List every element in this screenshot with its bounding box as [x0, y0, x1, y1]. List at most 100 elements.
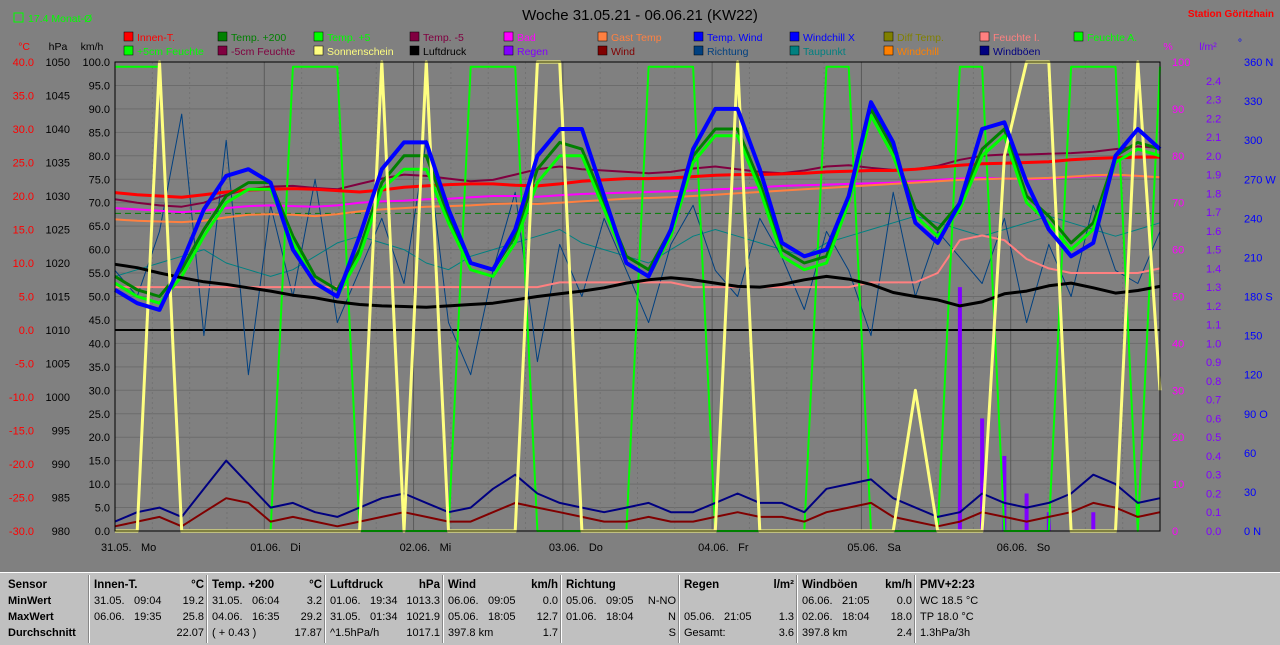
stats-row: S: [562, 627, 680, 643]
rain-bar: [957, 287, 962, 531]
stats-date: 05.06.: [566, 595, 597, 607]
stats-date: 06.06.: [448, 595, 479, 607]
lm2-tick: 1.5: [1206, 245, 1221, 257]
series-line-temp-200: [114, 107, 1161, 298]
celsius-tick: 40.0: [13, 57, 34, 69]
stats-header: Innen-T.: [94, 579, 138, 591]
stats-row: TP 18.0 °C: [916, 611, 1036, 627]
legend-swatch: [313, 31, 324, 42]
legend-swatch: [503, 45, 514, 56]
legend-label: Bad: [517, 32, 536, 44]
stats-row: 397.8 km 1.7: [444, 627, 562, 643]
lm2-tick: 2.3: [1206, 95, 1221, 107]
percent-tick: 30: [1172, 385, 1184, 397]
stats-value: 3.6: [778, 627, 794, 639]
stats-row: 31.05. 06:04 3.2: [208, 595, 326, 611]
stats-time: 06:04: [252, 595, 280, 607]
hpa-tick: 1010: [46, 325, 70, 337]
percent-tick: 100: [1172, 57, 1190, 69]
kmh-tick: 85.0: [89, 127, 110, 139]
lm2-tick: 0.3: [1206, 470, 1221, 482]
stats-time: 09:05: [488, 595, 516, 607]
hpa-tick: 1040: [46, 124, 70, 136]
stats-time: 09:05: [606, 595, 634, 607]
percent-tick: 70: [1172, 198, 1184, 210]
stats-row-label: MinWert: [8, 595, 52, 607]
deg-tick: 300: [1244, 135, 1262, 147]
stats-header: Temp. +200: [212, 579, 275, 591]
celsius-tick: -15.0: [9, 426, 34, 438]
axis-unit-celsius: °C: [18, 41, 30, 53]
lm2-tick: 0.4: [1206, 451, 1221, 463]
x-day-name: Mo: [141, 542, 156, 554]
kmh-tick: 30.0: [89, 385, 110, 397]
stats-time: 18:04: [842, 611, 870, 623]
legend-label: Temp. -5: [423, 32, 464, 44]
plot-frame: [114, 61, 1161, 532]
lm2-tick: 2.2: [1206, 113, 1221, 125]
lm2-tick: 0.2: [1206, 488, 1221, 500]
chart-title: Woche 31.05.21 - 06.06.21 (KW22): [522, 7, 758, 24]
series-line-wind: [114, 497, 1161, 528]
celsius-tick: 30.0: [13, 124, 34, 136]
stats-time: 19:35: [134, 611, 162, 623]
percent-tick: 40: [1172, 338, 1184, 350]
legend-swatch: [789, 45, 800, 56]
celsius-tick: 35.0: [13, 91, 34, 103]
celsius-tick: 5.0: [19, 292, 34, 304]
kmh-tick: 35.0: [89, 362, 110, 374]
stats-date: 04.06.: [212, 611, 243, 623]
stats-header: Regen: [684, 579, 720, 591]
stats-date: 01.06.: [330, 595, 361, 607]
lm2-tick: 1.0: [1206, 338, 1221, 350]
deg-tick: 360 N: [1244, 57, 1273, 69]
series-line-windb-en: [114, 459, 1161, 523]
stats-time: 01:34: [370, 611, 398, 623]
stats-time: 09:04: [134, 595, 162, 607]
stats-row: 04.06. 16:35 29.2: [208, 611, 326, 627]
series-line-gast-temp: [114, 173, 1161, 224]
stats-value: 18.0: [890, 611, 912, 623]
kmh-tick: 65.0: [89, 221, 110, 233]
stats-col-temp: Temp. +200 °C 31.05. 06:04 3.2 04.06. 16:35 29.…: [208, 573, 326, 645]
percent-tick: 80: [1172, 151, 1184, 163]
stats-value: 25.8: [182, 611, 204, 623]
kmh-tick: 10.0: [89, 479, 110, 491]
kmh-tick: 100.0: [82, 57, 110, 69]
legend-label: Temp. Wind: [707, 32, 763, 44]
chart-canvas: Woche 31.05.21 - 06.06.21 (KW22) Station …: [9, 7, 1276, 554]
percent-tick: 10: [1172, 479, 1184, 491]
series-line-temp-wind: [113, 100, 1162, 312]
stats-date: ^1.5hPa/h: [330, 627, 380, 639]
legend-label: Diff Temp.: [897, 32, 944, 44]
stats-date: 06.06.: [94, 611, 125, 623]
lm2-tick: 1.7: [1206, 207, 1221, 219]
deg-tick: 210: [1244, 252, 1262, 264]
lm2-tick: 0.0: [1206, 526, 1221, 538]
series-line-luftdruck: [114, 262, 1161, 309]
stats-separator: [678, 575, 680, 643]
hpa-tick: 1045: [46, 91, 70, 103]
kmh-tick: 55.0: [89, 268, 110, 280]
legend-swatch: [123, 45, 134, 56]
celsius-tick: -25.0: [9, 493, 34, 505]
hpa-tick: 980: [52, 526, 70, 538]
x-day-date: 03.06.: [549, 542, 580, 554]
stats-date: 31.05.: [94, 595, 125, 607]
stats-row: Gesamt: 3.6: [680, 627, 798, 643]
station-label: Station Göritzhain: [1188, 9, 1274, 20]
stats-date: 06.06.: [802, 595, 833, 607]
stats-value: 2.4: [896, 627, 912, 639]
kmh-tick: 95.0: [89, 80, 110, 92]
celsius-tick: -20.0: [9, 459, 34, 471]
stats-separator: [324, 575, 326, 643]
lm2-tick: 1.9: [1206, 170, 1221, 182]
lm2-tick: 1.4: [1206, 263, 1221, 275]
legend-swatch: [409, 31, 420, 42]
stats-value: N-NO: [647, 595, 676, 607]
legend-swatch: [503, 31, 514, 42]
legend-label: Feuchte A.: [1087, 32, 1137, 44]
hpa-tick: 1050: [46, 57, 70, 69]
percent-tick: 90: [1172, 104, 1184, 116]
stats-value: 19.2: [182, 595, 204, 607]
